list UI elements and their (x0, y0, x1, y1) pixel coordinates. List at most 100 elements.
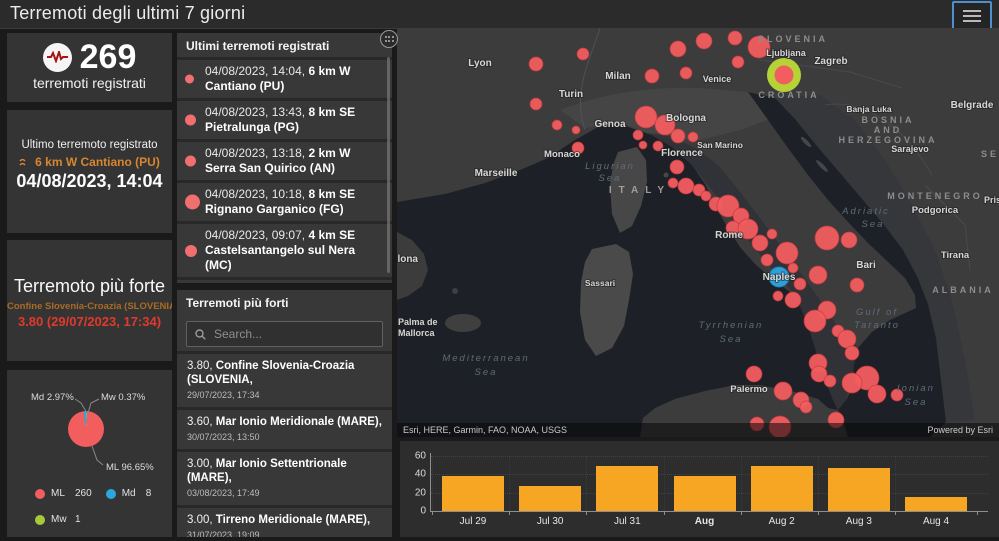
legend-dot-icon (35, 514, 45, 525)
list-item[interactable]: 04/08/2023, 09:07, 4 km SE Castelsantang… (177, 221, 392, 277)
hamburger-menu-button[interactable] (952, 1, 992, 30)
earthquake-marker (766, 228, 778, 240)
earthquake-marker (810, 365, 828, 383)
apennines-relief (648, 133, 858, 410)
grid-line-vertical (663, 456, 665, 511)
item-magnitude: 3.60, (187, 416, 216, 428)
strongest-earthquake-panel: Terremoto più forte Confine Slovenia-Cro… (7, 240, 172, 361)
seismograph-icon (42, 42, 72, 72)
list-item-text: 04/08/2023, 10:18, 8 km SE Rignano Garga… (205, 187, 384, 217)
bar[interactable] (442, 476, 504, 511)
map-label-city: Marseille (475, 168, 518, 179)
earthquake-dot-icon (185, 74, 194, 84)
map-label-country: SERBIA (981, 149, 999, 159)
map-label-sea: Taranto (854, 320, 900, 331)
list-item[interactable]: 3.00, Tirreno Meridionale (MARE), 31/07/2… (177, 505, 392, 537)
item-magnitude: 3.00, (187, 514, 216, 526)
drag-handle-icon[interactable] (380, 30, 398, 48)
earthquake-marker (787, 262, 799, 274)
scrollbar-thumb[interactable] (387, 57, 390, 273)
bar[interactable] (750, 466, 813, 511)
daily-earthquakes-chart-panel[interactable]: 0 20 40 60 Jul 29 Jul 30 Jul 31 Aug Aug 2 Aug 3 Au… (400, 441, 999, 537)
earthquake-marker (551, 119, 563, 131)
map-label-country: MONTENEGRO (887, 191, 983, 201)
map-label-city: Bologna (666, 113, 706, 124)
pie-legend-row: Mw 1 (35, 514, 95, 525)
grid-line-vertical (509, 456, 511, 511)
item-location: 8 km SE Pietralunga (PG) (205, 105, 356, 134)
list-item[interactable]: 04/08/2023, 13:18, 2 km W Serra San Quir… (177, 139, 392, 180)
list-item[interactable]: 04/08/2023, 14:04, 6 km W Cantiano (PU) (177, 57, 392, 98)
list-item-text: 04/08/2023, 13:18, 2 km W Serra San Quir… (205, 146, 384, 176)
x-axis-tickmark (509, 511, 511, 515)
search-input[interactable] (212, 326, 366, 342)
x-axis-label: Aug 4 (922, 516, 950, 527)
bar[interactable] (673, 476, 736, 511)
legend-dot-icon (105, 488, 116, 499)
map-label-sea: Sea (720, 334, 743, 345)
list-item[interactable]: 04/08/2023, 13:43, 8 km SE Pietralunga (… (177, 98, 392, 139)
bar[interactable] (905, 497, 968, 511)
pie-chart[interactable] (68, 411, 104, 447)
wave-icon (19, 158, 26, 166)
naples-label: Naples (763, 272, 796, 283)
map-label-city: Lyon (468, 58, 492, 69)
legend-label: Mw (51, 514, 67, 525)
latest-earthquakes-list: 04/08/2023, 14:04, 6 km W Cantiano (PU) 0… (177, 57, 392, 283)
list-item[interactable]: 04/08/2023, 04:44, Monte Cavallo (MC) (177, 277, 392, 283)
list-item[interactable]: 3.60, Mar Ionio Meridionale (MARE), 30/07… (177, 407, 392, 449)
earthquake-marker (747, 35, 771, 59)
map-label-city: Mallorca (398, 328, 436, 338)
bar[interactable] (596, 466, 659, 511)
earthquake-marker (654, 114, 676, 136)
earthquake-marker (760, 253, 774, 267)
x-axis-line (430, 511, 988, 512)
bar[interactable] (519, 486, 582, 511)
map-label-city: Genoa (594, 119, 626, 130)
map-label-country: ALBANIA (932, 285, 994, 295)
earthquake-marker (808, 265, 828, 285)
item-location: Mar Ionio Settentrionale (MARE), (187, 458, 347, 484)
pie-label-ml: ML 96.65% (106, 462, 154, 473)
map-label-city: Sarajevo (891, 144, 929, 154)
list-item[interactable]: 3.80, Confine Slovenia-Croazia (SLOVENIA… (177, 351, 392, 407)
pie-label-mw: Mw 0.37% (101, 392, 146, 403)
earthquake-marker (775, 241, 799, 265)
earthquake-marker (632, 129, 644, 141)
search-box[interactable] (186, 321, 383, 347)
earthquake-marker (679, 66, 693, 80)
item-location: Confine Slovenia-Croazia (SLOVENIA, (187, 360, 355, 386)
earthquake-marker (867, 384, 887, 404)
legend-label: ML (51, 488, 65, 499)
earthquake-marker (669, 40, 687, 58)
grid-line-vertical (817, 456, 819, 511)
pie-legend-row: ML 260 Md 8 (35, 488, 165, 499)
grid-line-vertical (432, 456, 433, 511)
map-canvas[interactable]: Naples Lyon Turin Milan Venice Genoa Monaco Ma… (397, 28, 999, 437)
y-axis-tick: 60 (414, 450, 426, 462)
map-label-city: Palma de (398, 317, 438, 327)
item-datetime: 04/08/2023, 09:07, (205, 228, 309, 242)
item-datetime: 29/07/2023, 17:34 (187, 390, 260, 400)
earthquake-marker (793, 277, 807, 291)
dinarides-relief (775, 95, 975, 422)
earthquake-marker (644, 68, 660, 84)
list-item[interactable]: 3.00, Mar Ionio Settentrionale (MARE), 03… (177, 449, 392, 505)
menorca (452, 288, 458, 294)
grid-line-vertical (740, 456, 742, 511)
map-panel[interactable]: Naples Lyon Turin Milan Venice Genoa Monaco Ma… (397, 28, 999, 437)
legend-dot-icon (35, 488, 45, 499)
hamburger-icon (963, 9, 981, 12)
list-item[interactable]: 04/08/2023, 10:18, 8 km SE Rignano Garga… (177, 180, 392, 221)
map-label-country: HERZEGOVINA (838, 135, 937, 145)
earthquake-marker (799, 400, 813, 414)
special-markers: Naples (762, 58, 801, 288)
bar[interactable] (827, 467, 890, 511)
earthquake-marker (814, 225, 840, 251)
item-magnitude: 3.80, (187, 360, 216, 372)
naples-marker (768, 266, 790, 288)
map-label-country: CROATIA (758, 90, 819, 100)
earthquake-dot-icon (185, 194, 200, 210)
earthquake-marker (700, 190, 712, 202)
map-label-sea: Sea (862, 219, 885, 230)
